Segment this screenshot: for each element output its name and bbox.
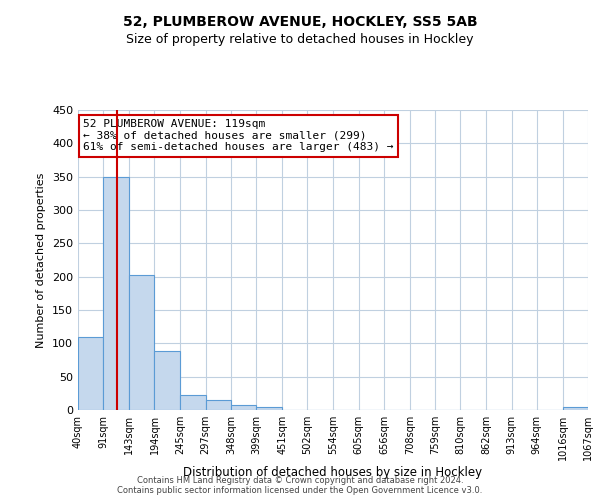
- Bar: [563, 408, 588, 410]
- Bar: [206, 400, 231, 410]
- Y-axis label: Number of detached properties: Number of detached properties: [37, 172, 46, 348]
- Text: 52 PLUMBEROW AVENUE: 119sqm
← 38% of detached houses are smaller (299)
61% of se: 52 PLUMBEROW AVENUE: 119sqm ← 38% of det…: [83, 119, 394, 152]
- Text: Contains public sector information licensed under the Open Government Licence v3: Contains public sector information licen…: [118, 486, 482, 495]
- Bar: [180, 396, 206, 410]
- Bar: [129, 274, 154, 410]
- Text: Size of property relative to detached houses in Hockley: Size of property relative to detached ho…: [126, 32, 474, 46]
- Bar: [154, 352, 180, 410]
- Text: 52, PLUMBEROW AVENUE, HOCKLEY, SS5 5AB: 52, PLUMBEROW AVENUE, HOCKLEY, SS5 5AB: [122, 15, 478, 29]
- Bar: [231, 406, 256, 410]
- Text: Contains HM Land Registry data © Crown copyright and database right 2024.: Contains HM Land Registry data © Crown c…: [137, 476, 463, 485]
- Bar: [103, 176, 129, 410]
- Bar: [78, 336, 103, 410]
- Bar: [256, 406, 282, 410]
- X-axis label: Distribution of detached houses by size in Hockley: Distribution of detached houses by size …: [184, 466, 482, 479]
